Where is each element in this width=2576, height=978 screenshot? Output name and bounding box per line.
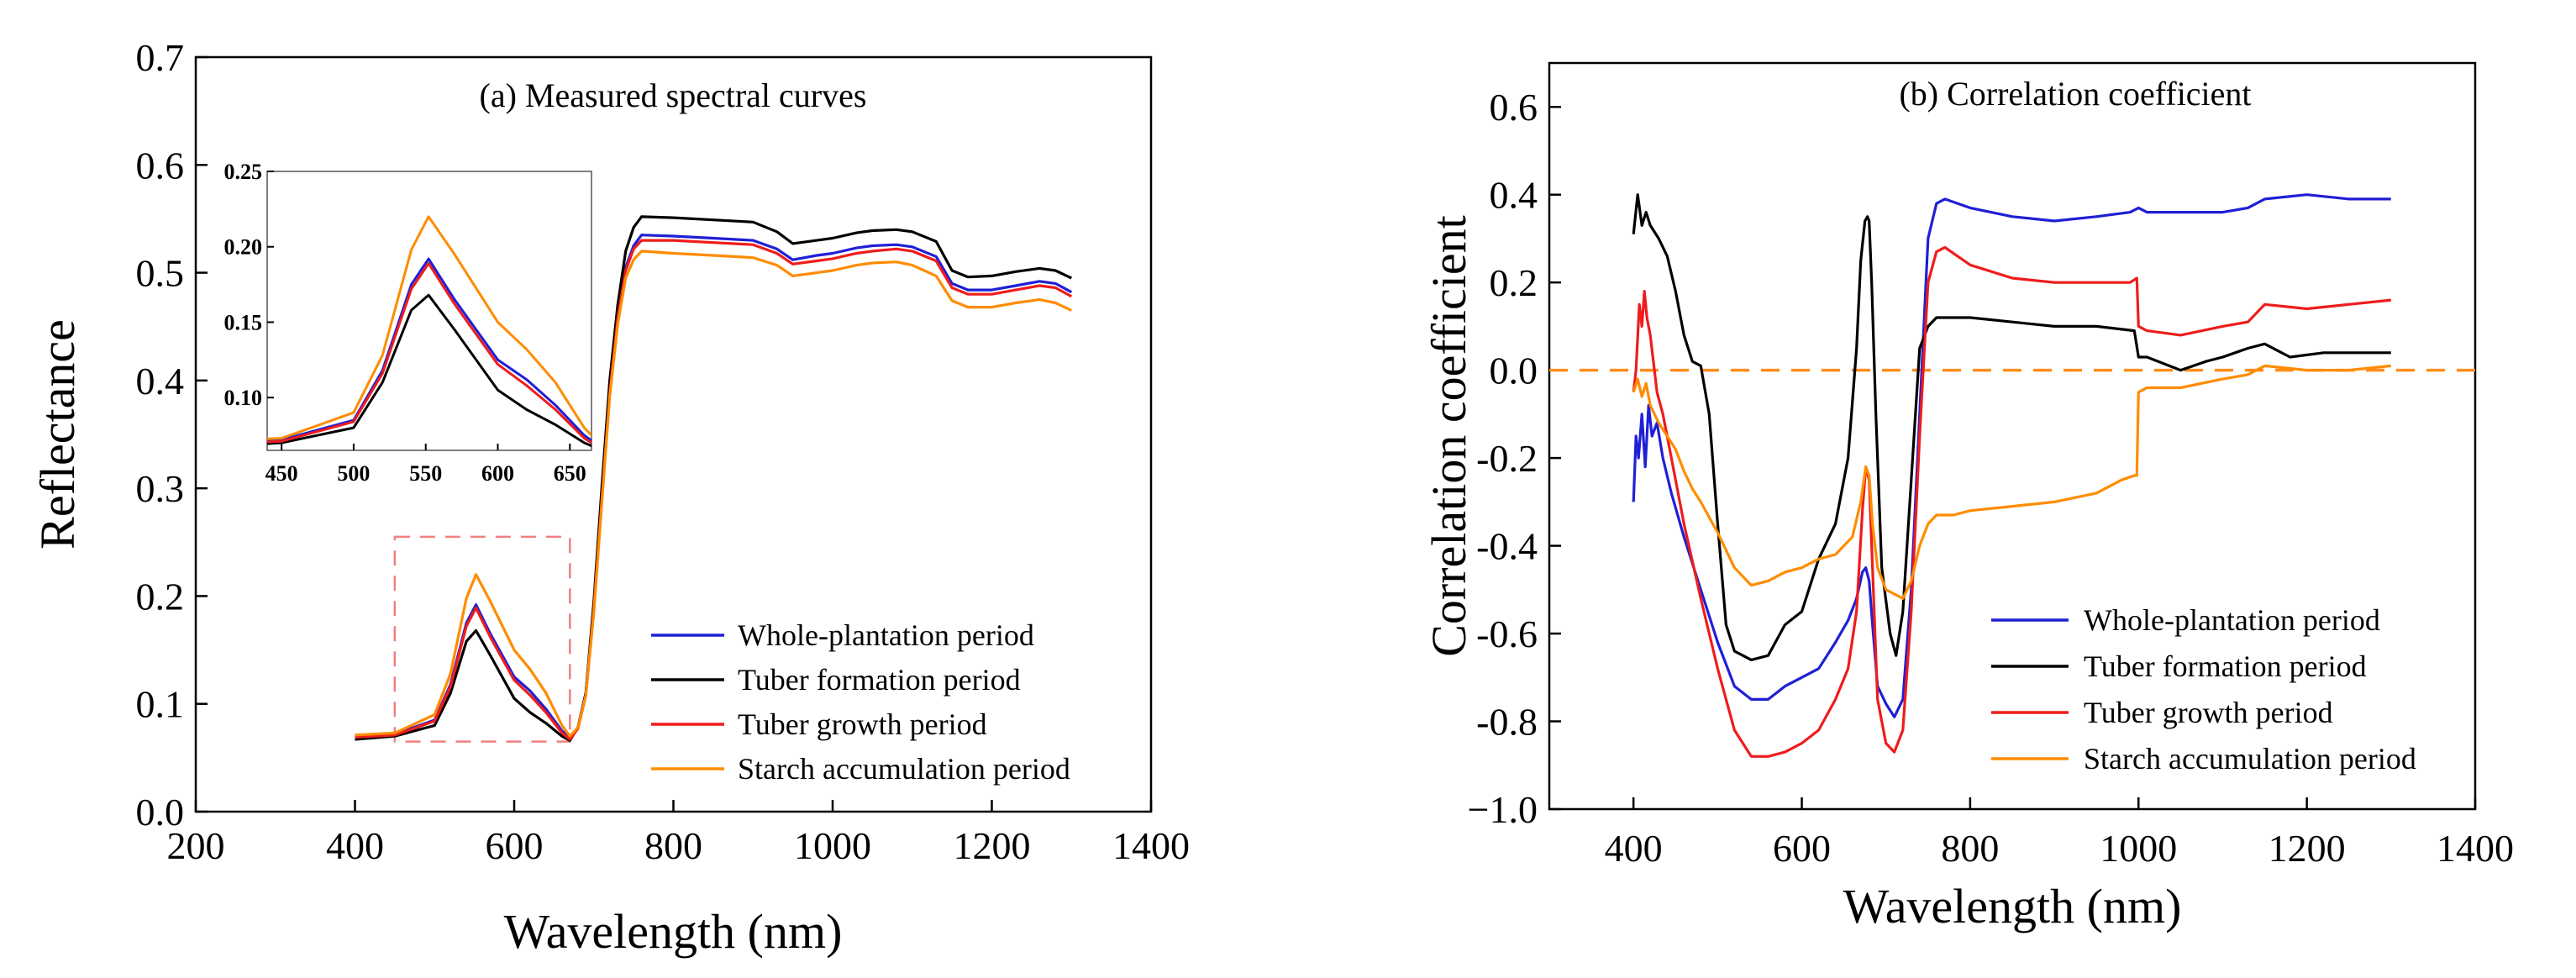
inset-x-tick-label: 550 bbox=[409, 461, 442, 486]
inset-y-ticks: 0.10 0.15 0.20 0.25 bbox=[224, 160, 274, 410]
chart-a-y-tick-label: 0.1 bbox=[136, 683, 185, 726]
inset-y-tick-label: 0.20 bbox=[224, 235, 263, 260]
chart-b-legend: Whole-plantation period Tuber formation p… bbox=[1991, 603, 2416, 776]
chart-a-y-axis-title: Reflectance bbox=[30, 319, 85, 549]
inset-x-tick-label: 500 bbox=[337, 461, 370, 486]
chart-b-series-group bbox=[1632, 193, 2391, 758]
inset-x-tick-label: 650 bbox=[554, 461, 586, 486]
chart-b-y-tick-label: 0.4 bbox=[1490, 174, 1538, 217]
chart-a-y-tick-label: 0.5 bbox=[136, 252, 185, 295]
inset-frame bbox=[266, 171, 592, 451]
chart-a-y-ticks: 0.0 0.1 0.2 0.3 0.4 0.5 0.6 0.7 bbox=[136, 36, 208, 833]
chart-a-x-tick-label: 1400 bbox=[1112, 824, 1190, 867]
legend-b-label: Tuber formation period bbox=[2084, 649, 2367, 683]
inset-x-tick-label: 600 bbox=[481, 461, 514, 486]
chart-b-y-tick-label: 0.0 bbox=[1490, 350, 1538, 392]
chart-a-x-tick-label: 600 bbox=[486, 824, 544, 867]
inset-series-line bbox=[267, 262, 591, 444]
chart-b-x-tick-label: 1200 bbox=[2268, 827, 2346, 870]
legend-a-label: Whole-plantation period bbox=[738, 618, 1034, 652]
chart-a-x-tick-label: 800 bbox=[644, 824, 702, 867]
chart-a-x-axis-title: Wavelength (nm) bbox=[504, 904, 843, 959]
inset-x-tick-label: 450 bbox=[265, 461, 298, 486]
legend-b-label: Starch accumulation period bbox=[2084, 742, 2416, 776]
chart-b-frame bbox=[1548, 61, 2477, 811]
chart-a-series-line bbox=[355, 234, 1073, 740]
chart-a-y-tick-label: 0.3 bbox=[136, 467, 185, 510]
chart-a-x-tick-label: 200 bbox=[167, 824, 225, 867]
inset-y-tick-label: 0.25 bbox=[224, 160, 263, 184]
inset-series-group bbox=[267, 215, 591, 448]
legend-b-label: Whole-plantation period bbox=[2084, 603, 2380, 637]
chart-b-y-tick-label: -0.2 bbox=[1476, 437, 1538, 480]
chart-a-x-tick-label: 1000 bbox=[794, 824, 871, 867]
legend-a-label: Tuber formation period bbox=[738, 663, 1021, 697]
inset-x-ticks: 450 500 550 600 650 bbox=[265, 444, 586, 486]
chart-b-y-tick-label: −1.0 bbox=[1468, 788, 1538, 831]
chart-b-y-tick-label: 0.2 bbox=[1490, 261, 1538, 304]
chart-b-y-tick-label: 0.6 bbox=[1490, 86, 1538, 129]
chart-a-inset: 450 500 550 600 650 0.10 0.15 0.20 0.25 bbox=[224, 160, 592, 486]
chart-b-title: (b) Correlation coefficient bbox=[1899, 75, 2251, 113]
chart-b-y-tick-label: -0.6 bbox=[1476, 613, 1538, 655]
inset-y-tick-label: 0.15 bbox=[224, 310, 263, 334]
chart-a-zoom-box bbox=[393, 535, 571, 743]
chart-b-x-tick-label: 1400 bbox=[2437, 827, 2514, 870]
chart-a-y-tick-label: 0.4 bbox=[136, 360, 185, 402]
legend-b-label: Tuber growth period bbox=[2084, 696, 2333, 729]
chart-a-y-tick-label: 0.0 bbox=[136, 791, 185, 833]
chart-b-series-line bbox=[1632, 193, 2391, 662]
chart-a-series-line bbox=[355, 250, 1072, 738]
chart-a-y-tick-label: 0.2 bbox=[136, 575, 185, 618]
chart-a-series-group bbox=[355, 215, 1073, 742]
chart-a-y-tick-label: 0.6 bbox=[136, 144, 185, 187]
chart-b-x-tick-label: 600 bbox=[1773, 827, 1831, 870]
legend-a-label: Starch accumulation period bbox=[738, 752, 1070, 786]
chart-a-x-tick-label: 400 bbox=[326, 824, 384, 867]
chart-b-series-line bbox=[1632, 245, 2391, 758]
inset-series-line bbox=[267, 293, 591, 448]
chart-b-y-ticks: −1.0 -0.8 -0.6 -0.4 -0.2 0.0 0.2 0.4 0.6 bbox=[1468, 86, 1561, 831]
legend-a-label: Tuber growth period bbox=[738, 707, 987, 741]
chart-b: 400 600 800 1000 1200 1400 −1.0 -0.8 -0.6 -0.4 -0… bbox=[1422, 61, 2514, 933]
inset-series-line bbox=[267, 215, 591, 440]
chart-a-series-line bbox=[355, 239, 1073, 741]
chart-a-series-line bbox=[355, 215, 1072, 742]
chart-a-y-tick-label: 0.7 bbox=[136, 36, 185, 79]
chart-a-legend: Whole-plantation period Tuber formation p… bbox=[651, 618, 1070, 786]
chart-a: 200 400 600 800 1000 1200 1400 0.0 0.1 0.2 0.3 0.4… bbox=[30, 36, 1190, 959]
chart-a-x-ticks: 200 400 600 800 1000 1200 1400 bbox=[167, 800, 1190, 867]
chart-b-y-tick-label: -0.4 bbox=[1476, 525, 1538, 568]
chart-b-x-tick-label: 1000 bbox=[2100, 827, 2177, 870]
inset-y-tick-label: 0.10 bbox=[224, 386, 263, 410]
chart-b-series-line bbox=[1632, 193, 2391, 718]
chart-b-x-axis-title: Wavelength (nm) bbox=[1843, 879, 2182, 933]
chart-b-x-tick-label: 400 bbox=[1605, 827, 1663, 870]
chart-b-y-tick-label: -0.8 bbox=[1476, 701, 1538, 744]
chart-b-series-line bbox=[1632, 364, 2391, 600]
chart-a-x-tick-label: 1200 bbox=[954, 824, 1031, 867]
chart-b-x-tick-label: 800 bbox=[1941, 827, 1999, 870]
chart-b-x-ticks: 400 600 800 1000 1200 1400 bbox=[1605, 797, 2514, 870]
chart-a-title: (a) Measured spectral curves bbox=[480, 76, 867, 114]
chart-b-y-axis-title: Correlation coefficient bbox=[1422, 215, 1476, 657]
